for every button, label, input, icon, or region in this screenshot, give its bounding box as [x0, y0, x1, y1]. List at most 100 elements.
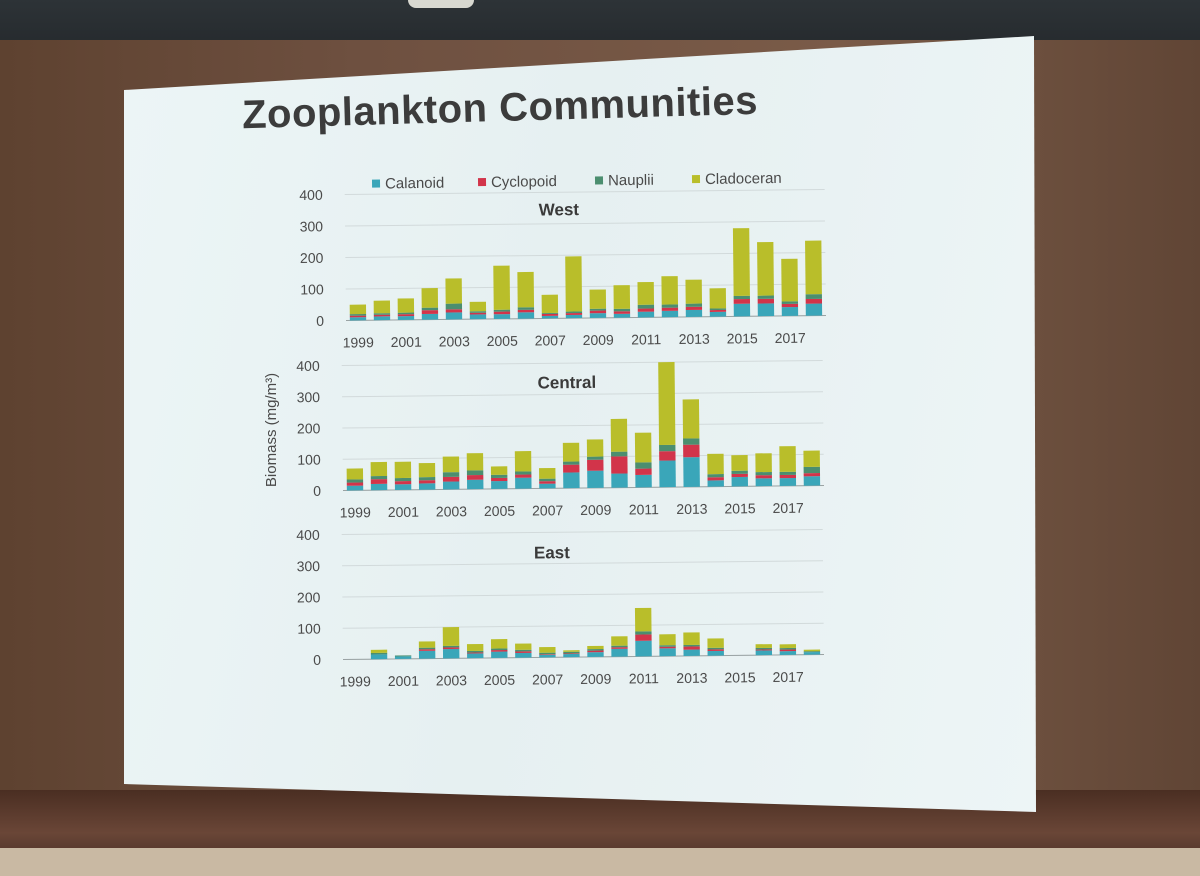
bar-nauplii-2007	[539, 478, 556, 482]
bar-nauplii-2006	[517, 307, 535, 310]
bar-calanoid-2016	[755, 478, 773, 487]
x-tick-label: 1999	[340, 504, 372, 520]
bar-cladoceran-2003	[445, 278, 463, 304]
bar-nauplii-2011	[635, 462, 652, 469]
bar-cladoceran-2013	[685, 279, 703, 304]
bar-nauplii-2018	[803, 466, 821, 474]
bar-nauplii-2017	[779, 471, 796, 476]
bar-cladoceran-2005	[490, 639, 508, 649]
x-tick-label: 2003	[439, 333, 471, 349]
bar-nauplii-2002	[418, 477, 436, 481]
bar-nauplii-2001	[394, 655, 412, 657]
x-tick-label: 2007	[532, 671, 564, 687]
y-tick-label: 0	[313, 483, 321, 499]
bar-calanoid-2014	[707, 480, 724, 487]
bar-cladoceran-2009	[586, 439, 604, 457]
x-tick-label: 2017	[775, 330, 807, 346]
bar-cyclopoid-2013	[683, 646, 700, 650]
bar-nauplii-2005	[493, 309, 511, 312]
bar-calanoid-2011	[635, 474, 652, 488]
bar-cladoceran-2006	[515, 643, 532, 650]
x-tick-label: 2013	[679, 331, 711, 347]
bar-calanoid-2014	[707, 650, 724, 656]
bar-calanoid-2002	[418, 650, 436, 659]
legend-swatch-cladoceran	[691, 175, 701, 184]
bar-nauplii-2009	[587, 456, 604, 460]
bar-cladoceran-2008	[563, 650, 580, 652]
bar-nauplii-2001	[397, 312, 415, 315]
bar-cladoceran-2015	[732, 228, 750, 296]
bar-calanoid-2018	[805, 303, 823, 316]
bar-cyclopoid-2004	[469, 312, 487, 315]
bar-nauplii-2009	[589, 308, 607, 311]
bar-cyclopoid-2012	[659, 451, 676, 461]
bar-nauplii-2005	[491, 648, 508, 651]
bar-cladoceran-2004	[469, 301, 487, 312]
bar-cyclopoid-2012	[659, 646, 676, 649]
bar-cladoceran-2016	[755, 453, 772, 473]
x-tick-label: 2003	[436, 672, 468, 688]
chart-legend: Calanoid Cyclopoid Nauplii Cladoceran	[371, 170, 782, 192]
bar-cladoceran-2011	[634, 607, 652, 632]
bar-cyclopoid-2017	[781, 303, 799, 308]
x-tick-label: 2005	[484, 672, 516, 688]
bar-nauplii-2000	[370, 475, 388, 480]
x-tick-label: 2013	[676, 670, 708, 686]
bar-cyclopoid-2003	[442, 476, 460, 482]
bar-cyclopoid-2016	[755, 475, 772, 479]
bar-nauplii-2004	[469, 311, 487, 313]
bar-cladoceran-2001	[397, 298, 415, 313]
bar-cyclopoid-2000	[373, 314, 391, 317]
bar-calanoid-2018	[803, 652, 821, 655]
bar-cladoceran-2011	[634, 432, 652, 463]
gridline	[345, 251, 826, 259]
bar-calanoid-2010	[611, 648, 628, 657]
bar-cyclopoid-2008	[563, 464, 580, 473]
bar-calanoid-2009	[587, 470, 604, 488]
bar-calanoid-2013	[683, 649, 700, 656]
x-tick-label: 2013	[676, 501, 708, 517]
legend-swatch-calanoid	[371, 179, 381, 188]
bar-calanoid-2002	[421, 313, 439, 320]
gridline	[344, 188, 825, 196]
bar-calanoid-2008	[563, 472, 580, 489]
bar-cladoceran-2010	[611, 636, 628, 646]
bar-cyclopoid-1999	[349, 315, 367, 318]
bar-nauplii-2006	[515, 471, 532, 475]
bar-cyclopoid-2011	[637, 308, 655, 312]
bar-calanoid-2009	[589, 313, 607, 318]
bar-cyclopoid-2012	[661, 307, 679, 311]
bar-calanoid-2001	[394, 484, 412, 490]
bar-nauplii-2010	[613, 308, 631, 312]
bar-nauplii-2017	[779, 647, 797, 650]
bar-cyclopoid-2014	[707, 477, 724, 481]
bar-nauplii-2016	[755, 471, 772, 476]
bar-cyclopoid-2005	[491, 477, 508, 482]
y-tick-label: 400	[296, 527, 320, 543]
bar-nauplii-2004	[466, 470, 484, 476]
bar-cyclopoid-2017	[779, 474, 797, 479]
bar-calanoid-2004	[467, 479, 484, 490]
bar-calanoid-2003	[445, 312, 463, 320]
x-tick-label: 2005	[484, 503, 516, 519]
bar-cladoceran-2000	[370, 461, 388, 477]
bar-cyclopoid-1999	[346, 482, 364, 486]
bar-cyclopoid-2014	[709, 309, 727, 312]
x-axis-line	[343, 484, 824, 492]
bar-cladoceran-2010	[613, 285, 631, 309]
x-tick-label: 2015	[724, 669, 756, 685]
bar-nauplii-2003	[442, 472, 460, 477]
panel-east: 0 100 200 300 400 East 1999 2001 2003 2005 2007 200…	[296, 527, 824, 690]
bar-cyclopoid-2010	[613, 311, 631, 314]
x-tick-label: 2011	[629, 670, 659, 686]
x-tick-label: 2005	[487, 333, 519, 349]
bar-cladoceran-2018	[803, 450, 820, 467]
bar-calanoid-2000	[370, 654, 388, 660]
bar-calanoid-2016	[755, 650, 773, 656]
bar-calanoid-2004	[469, 314, 487, 320]
x-tick-label: 2015	[727, 330, 759, 346]
x-tick-label: 2001	[388, 504, 420, 520]
bar-cyclopoid-2008	[563, 653, 580, 655]
x-tick-label: 2017	[772, 669, 804, 685]
bar-nauplii-2014	[707, 647, 724, 650]
